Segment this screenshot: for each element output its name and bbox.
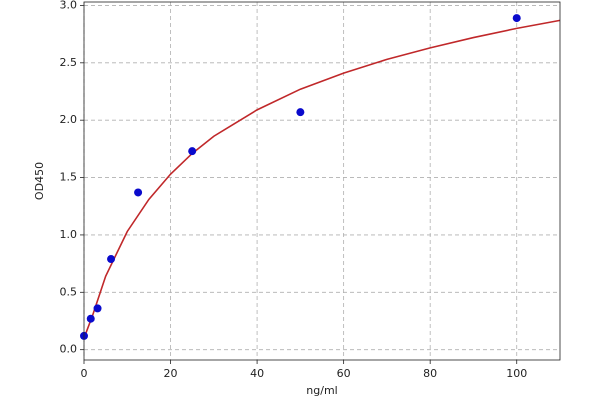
data-point (188, 147, 197, 156)
y-tick-label: 0.5 (60, 285, 78, 298)
x-tick-label: 20 (164, 367, 178, 380)
data-point (296, 108, 305, 117)
x-axis-label: ng/ml (306, 384, 337, 397)
x-tick-label: 0 (81, 367, 88, 380)
data-point (134, 188, 143, 197)
y-tick-label: 2.0 (60, 113, 78, 126)
plot-frame (83, 1, 561, 361)
data-point (86, 314, 95, 323)
y-tick-label: 2.5 (60, 56, 78, 69)
x-tick-label: 80 (423, 367, 437, 380)
y-tick-label: 1.5 (60, 171, 78, 184)
y-tick-label: 0.0 (60, 343, 78, 356)
x-tick-label: 100 (506, 367, 527, 380)
data-point (93, 304, 102, 313)
y-tick-label: 1.0 (60, 228, 78, 241)
y-tick-label: 3.0 (60, 0, 78, 11)
y-axis-label: OD450 (33, 162, 46, 200)
data-point (107, 255, 116, 264)
fit-curve (83, 19, 561, 339)
data-point (512, 14, 521, 23)
x-tick-label: 60 (337, 367, 351, 380)
x-tick-label: 40 (250, 367, 264, 380)
